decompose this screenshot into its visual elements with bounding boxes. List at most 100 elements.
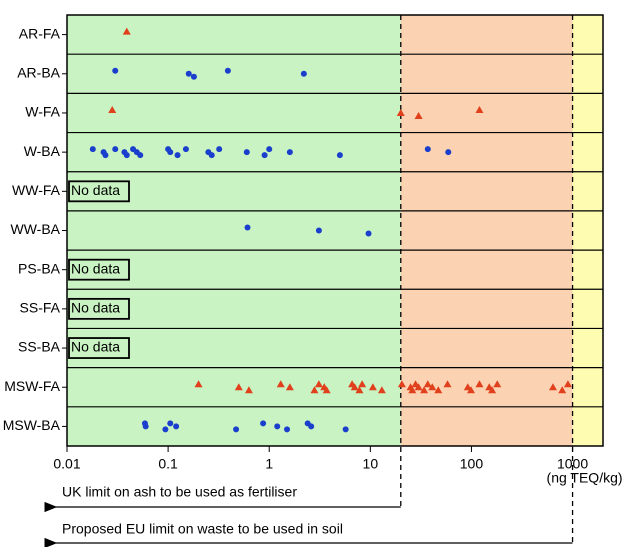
no-data-box <box>68 337 130 359</box>
circle-point <box>244 224 251 231</box>
triangle-point <box>310 386 319 394</box>
circle-point <box>266 146 273 153</box>
circle-point <box>424 146 431 153</box>
circle-point <box>185 70 192 77</box>
category-label: AR-FA <box>19 25 61 41</box>
triangle-point <box>414 111 423 119</box>
category-label: WW-BA <box>10 221 60 237</box>
triangle-point <box>358 380 367 388</box>
region <box>67 15 401 446</box>
category-label: PS-BA <box>18 260 61 276</box>
no-data-label: No data <box>71 339 120 355</box>
region <box>572 15 603 446</box>
no-data-label: No data <box>71 260 120 276</box>
circle-point <box>365 230 372 237</box>
triangle-point <box>563 380 572 388</box>
region <box>400 15 573 446</box>
circle-point <box>89 146 96 153</box>
circle-point <box>261 152 268 159</box>
circle-point <box>123 152 130 159</box>
no-data-box <box>68 258 130 281</box>
circle-point <box>336 152 343 159</box>
category-label: MSW-BA <box>3 417 61 433</box>
triangle-point <box>475 105 484 113</box>
circle-point <box>102 152 109 159</box>
circle-point <box>174 152 181 159</box>
circle-point <box>233 426 240 433</box>
triangle-point <box>428 383 437 391</box>
triangle-point <box>244 386 253 394</box>
triangle-point <box>423 380 432 388</box>
no-data-label: No data <box>71 182 120 198</box>
triangle-point <box>493 380 502 388</box>
circle-point <box>445 149 452 156</box>
circle-point <box>182 146 189 153</box>
circle-point <box>260 420 267 427</box>
triangle-point <box>234 383 243 391</box>
circle-point <box>167 420 174 427</box>
category-label: SS-BA <box>18 339 61 355</box>
limit-label: Proposed EU limit on waste to be used in… <box>62 521 343 537</box>
circle-point <box>216 146 223 153</box>
circle-point <box>190 73 197 80</box>
category-label: SS-FA <box>20 300 61 316</box>
circle-point <box>112 146 119 153</box>
circle-point <box>274 423 281 430</box>
circle-point <box>284 426 291 433</box>
circle-point <box>208 152 215 159</box>
x-tick-label: 0.1 <box>158 456 178 472</box>
triangle-point <box>397 380 406 388</box>
x-tick-label: 1000 <box>557 456 588 472</box>
triangle-point <box>285 383 294 391</box>
triangle-point <box>467 386 476 394</box>
category-label: MSW-FA <box>4 378 60 394</box>
triangle-point <box>434 386 443 394</box>
circle-point <box>342 426 349 433</box>
triangle-point <box>558 386 567 394</box>
circle-point <box>112 67 119 74</box>
triangle-point <box>350 383 359 391</box>
circle-point <box>300 70 307 77</box>
triangle-point <box>377 386 386 394</box>
circle-point <box>286 149 293 156</box>
triangle-point <box>322 386 331 394</box>
triangle-point <box>420 386 429 394</box>
triangle-point <box>122 27 131 35</box>
category-label: AR-BA <box>17 64 60 80</box>
no-data-label: No data <box>71 300 120 316</box>
circle-point <box>162 426 169 433</box>
x-axis-label: (ng TEQ/kg) <box>547 470 623 486</box>
triangle-point <box>488 386 497 394</box>
no-data-box <box>68 180 130 203</box>
triangle-point <box>108 105 117 113</box>
circle-point <box>224 67 231 74</box>
circle-point <box>243 149 250 156</box>
triangle-point <box>368 383 377 391</box>
triangle-point <box>475 380 484 388</box>
triangle-point <box>443 380 452 388</box>
x-tick-label: 1 <box>265 456 273 472</box>
no-data-box <box>68 297 130 320</box>
triangle-point <box>194 380 203 388</box>
circle-point <box>142 423 149 430</box>
x-tick-label: 10 <box>363 456 379 472</box>
category-label: W-BA <box>24 143 61 159</box>
circle-point <box>308 423 315 430</box>
triangle-point <box>414 383 423 391</box>
limit-label: UK limit on ash to be used as fertiliser <box>62 484 297 500</box>
circle-point <box>167 149 174 156</box>
category-label: W-FA <box>25 104 60 120</box>
circle-point <box>315 227 322 234</box>
x-tick-label: 0.01 <box>53 456 80 472</box>
triangle-point <box>408 386 417 394</box>
triangle-point <box>396 108 405 116</box>
circle-point <box>137 152 144 159</box>
triangle-point <box>276 380 285 388</box>
triangle-point <box>548 383 557 391</box>
x-tick-label: 100 <box>460 456 484 472</box>
triangle-point <box>314 380 323 388</box>
circle-point <box>173 423 180 430</box>
triangle-point <box>355 386 364 394</box>
category-label: WW-FA <box>12 182 61 198</box>
